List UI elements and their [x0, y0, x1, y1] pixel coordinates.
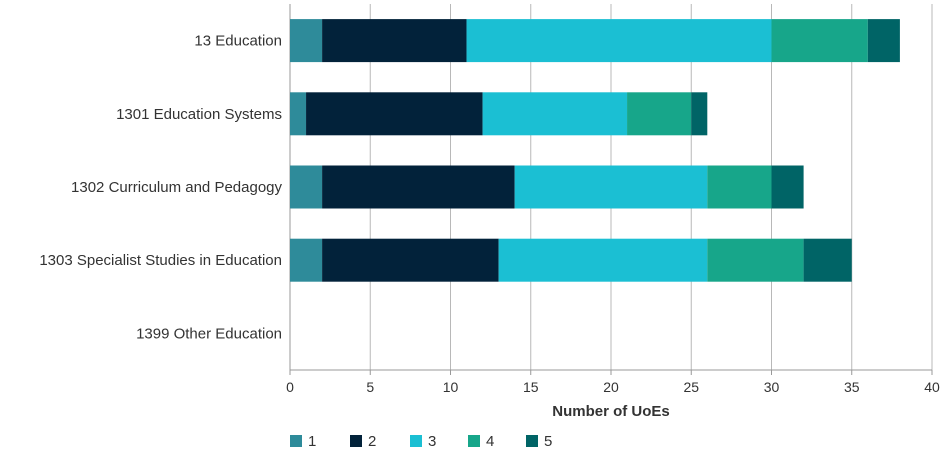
x-tick-label: 25 [683, 379, 699, 395]
bar-segment-4 [707, 165, 772, 209]
category-label: 1399 Other Education [136, 325, 282, 342]
legend-label: 1 [308, 433, 316, 450]
x-tick-label: 40 [924, 379, 940, 395]
x-tick-label: 30 [764, 379, 780, 395]
x-axis-title: Number of UoEs [552, 403, 670, 420]
legend-label: 2 [368, 433, 376, 450]
bar-segment-2 [322, 238, 499, 282]
bar-segment-3 [514, 165, 708, 209]
bar-segment-2 [322, 165, 515, 209]
bar-segment-5 [867, 19, 900, 63]
legend-swatch-2 [350, 435, 362, 447]
category-label: 13 Education [194, 33, 282, 50]
legend-swatch-3 [410, 435, 422, 447]
bar-segment-3 [482, 92, 628, 136]
bar-segment-5 [771, 165, 804, 209]
bar-segment-3 [498, 238, 708, 282]
legend-swatch-4 [468, 435, 480, 447]
x-tick-label: 20 [603, 379, 619, 395]
legend-label: 5 [544, 433, 552, 450]
bar-segment-1 [290, 19, 323, 63]
legend-label: 3 [428, 433, 436, 450]
legend-label: 4 [486, 433, 494, 450]
bar-segment-1 [290, 165, 323, 209]
bar-segment-4 [771, 19, 868, 63]
bar-segment-2 [322, 19, 467, 63]
x-tick-label: 15 [523, 379, 539, 395]
legend-swatch-5 [526, 435, 538, 447]
bar-segment-5 [803, 238, 852, 282]
x-tick-label: 35 [844, 379, 860, 395]
bar-segment-2 [306, 92, 483, 136]
bar-segment-4 [707, 238, 804, 282]
category-label: 1303 Specialist Studies in Education [39, 252, 282, 269]
x-tick-label: 5 [366, 379, 374, 395]
category-label: 1301 Education Systems [116, 106, 282, 123]
bar-segment-1 [290, 238, 323, 282]
category-label: 1302 Curriculum and Pedagogy [71, 179, 282, 196]
x-tick-label: 10 [443, 379, 459, 395]
bar-segment-3 [466, 19, 772, 63]
bar-segment-4 [627, 92, 692, 136]
bar-segment-5 [691, 92, 708, 136]
x-tick-label: 0 [286, 379, 294, 395]
bar-segment-1 [290, 92, 307, 136]
legend-swatch-1 [290, 435, 302, 447]
